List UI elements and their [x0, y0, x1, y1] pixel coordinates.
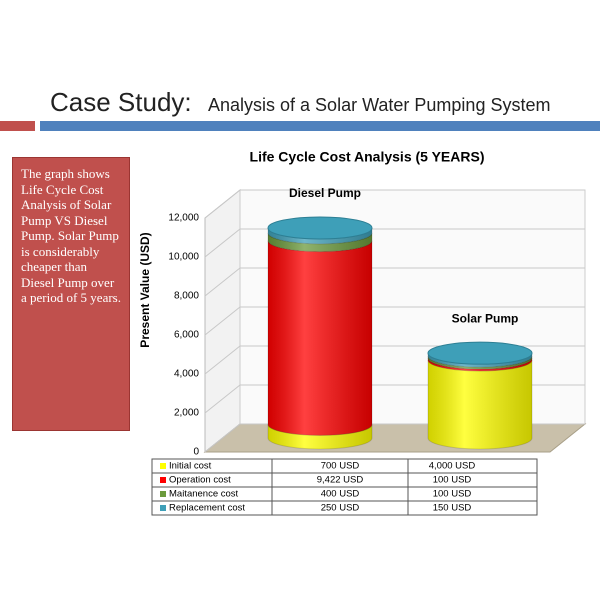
table-value: 4,000 USD: [429, 461, 476, 472]
y-tick-label: 6,000: [174, 330, 199, 341]
legend-key: [160, 491, 166, 497]
legend-label: Maitanence cost: [169, 489, 239, 500]
category-label: Diesel Pump: [289, 186, 361, 200]
cylinder-segment: [427, 359, 533, 450]
table-value: 100 USD: [433, 489, 472, 500]
accent-bar: [0, 121, 35, 131]
y-tick-label: 0: [193, 447, 199, 458]
table-value: 150 USD: [433, 503, 472, 514]
legend-key: [160, 463, 166, 469]
cylinder-top: [427, 341, 533, 365]
grid-line: [204, 306, 585, 336]
chart-title: Life Cycle Cost Analysis (5 YEARS): [250, 149, 485, 165]
y-tick-label: 8,000: [174, 291, 199, 302]
y-tick-label: 4,000: [174, 369, 199, 380]
legend-label: Initial cost: [169, 461, 212, 472]
legend-key: [160, 505, 166, 511]
legend-key: [160, 477, 166, 483]
category-label: Solar Pump: [452, 311, 519, 325]
y-tick-label: 12,000: [168, 213, 199, 224]
data-table: Initial cost 700 USD 4,000 USD Operation co…: [151, 458, 538, 516]
slide-title: Case Study:: [50, 87, 192, 117]
legend-label: Operation cost: [169, 475, 231, 486]
table-value: 400 USD: [321, 489, 360, 500]
note-box: The graph shows Life Cycle Cost Analysis…: [12, 157, 130, 431]
y-tick-label: 2,000: [174, 408, 199, 419]
table-value: 9,422 USD: [317, 475, 364, 486]
cylinder-top: [267, 216, 373, 240]
cylinder-segment: [267, 240, 373, 436]
grid-line: [204, 189, 585, 219]
grid-line: [204, 267, 585, 297]
legend-label: Replacement cost: [169, 503, 245, 514]
table-value: 700 USD: [321, 461, 360, 472]
accent-bar: [40, 121, 600, 131]
y-tick-label: 10,000: [168, 252, 199, 263]
grid-line: [204, 228, 585, 258]
plot: 0 2,000 4,000 6,000 8,000 10,000 12,000 Diesel …: [168, 186, 587, 458]
table-value: 100 USD: [433, 475, 472, 486]
slide-subtitle: Analysis of a Solar Water Pumping System: [208, 95, 550, 115]
table-value: 250 USD: [321, 503, 360, 514]
y-axis-label: Present Value (USD): [138, 232, 152, 347]
